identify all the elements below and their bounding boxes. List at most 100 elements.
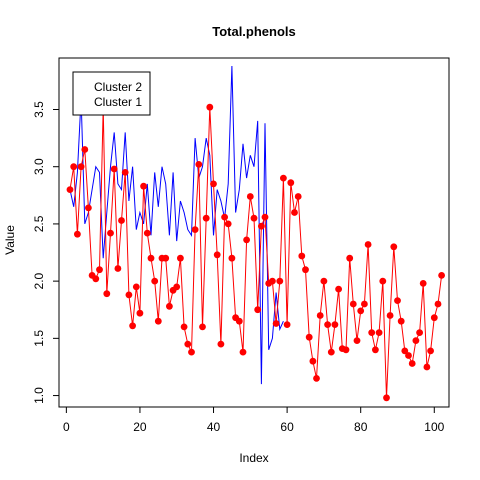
data-point-cluster-1 (250, 214, 258, 222)
data-point-cluster-1 (368, 329, 376, 336)
data-point-cluster-1 (416, 329, 423, 336)
data-point-cluster-1 (166, 302, 173, 310)
data-point-cluster-1 (210, 180, 217, 188)
data-point-cluster-1 (386, 312, 394, 319)
x-tick-label: 20 (133, 420, 147, 434)
data-point-cluster-1 (438, 272, 445, 279)
y-tick-label: 2.0 (32, 272, 46, 289)
y-tick-label: 3.5 (32, 101, 46, 118)
data-point-cluster-1 (96, 266, 103, 274)
data-point-cluster-1 (107, 229, 114, 237)
x-tick-label: 0 (63, 420, 70, 434)
data-point-cluster-1 (302, 266, 309, 274)
data-point-cluster-1 (313, 375, 320, 382)
data-point-cluster-1 (239, 348, 247, 356)
data-point-cluster-1 (140, 182, 148, 190)
data-point-cluster-1 (305, 333, 313, 341)
data-point-cluster-1 (81, 146, 89, 153)
data-point-cluster-1 (180, 323, 188, 331)
data-point-cluster-1 (258, 222, 265, 230)
data-point-cluster-1 (346, 254, 354, 262)
data-point-cluster-1 (342, 346, 350, 354)
data-point-cluster-1 (291, 209, 298, 216)
y-tick-label: 3.0 (32, 158, 46, 175)
data-point-cluster-1 (316, 312, 324, 319)
legend-box (72, 71, 151, 116)
data-point-cluster-1 (206, 103, 214, 111)
data-point-cluster-1 (357, 307, 365, 315)
data-point-cluster-1 (85, 204, 92, 212)
data-point-cluster-1 (103, 290, 111, 298)
y-tick-label: 2.5 (32, 215, 46, 232)
y-tick-label: 1.0 (32, 387, 46, 404)
legend: Cluster 2 Cluster 1 (72, 71, 151, 116)
data-point-cluster-1 (320, 277, 328, 285)
data-point-cluster-1 (401, 347, 409, 355)
data-point-cluster-1 (309, 357, 317, 365)
data-point-cluster-1 (177, 254, 184, 262)
data-point-cluster-1 (224, 220, 232, 228)
plot-series (66, 65, 445, 402)
data-point-cluster-1 (430, 314, 438, 322)
data-point-cluster-1 (434, 300, 442, 308)
x-tick-label: 80 (354, 420, 368, 434)
data-point-cluster-1 (287, 179, 295, 187)
data-point-cluster-1 (132, 283, 140, 291)
x-tick-label: 100 (424, 420, 444, 434)
data-point-cluster-1 (349, 300, 357, 308)
y-axis-label: Value (3, 225, 17, 255)
data-point-cluster-1 (125, 291, 133, 299)
legend-entry-cluster-2: Cluster 2 (94, 80, 142, 94)
data-point-cluster-1 (118, 217, 125, 224)
data-point-cluster-1 (335, 285, 342, 293)
data-point-cluster-1 (213, 251, 221, 259)
data-point-cluster-1 (199, 323, 206, 331)
data-point-cluster-1 (280, 174, 287, 182)
chart-title: Total.phenols (212, 24, 296, 39)
data-point-cluster-1 (269, 277, 276, 285)
y-tick-label: 1.5 (32, 330, 46, 347)
data-point-cluster-1 (294, 193, 302, 200)
data-point-cluster-1 (364, 241, 372, 248)
x-tick-label: 40 (207, 420, 221, 434)
data-point-cluster-1 (331, 321, 339, 328)
data-point-cluster-1 (173, 283, 181, 291)
series-line-cluster-1 (69, 107, 443, 398)
data-point-cluster-1 (110, 165, 118, 173)
data-point-cluster-1 (405, 352, 412, 359)
data-point-cluster-1 (202, 214, 210, 222)
data-point-cluster-1 (92, 275, 100, 283)
data-point-cluster-1 (390, 243, 398, 251)
data-point-cluster-1 (235, 317, 243, 325)
data-point-cluster-1 (228, 254, 236, 262)
data-point-cluster-1 (324, 321, 331, 328)
data-point-cluster-1 (283, 321, 291, 328)
x-tick-label: 60 (280, 420, 294, 434)
data-point-cluster-1 (372, 346, 379, 354)
data-point-cluster-1 (276, 277, 284, 285)
data-point-cluster-1 (77, 163, 85, 171)
data-point-cluster-1 (143, 229, 151, 237)
data-point-cluster-1 (397, 317, 405, 325)
data-point-cluster-1 (191, 226, 199, 234)
data-point-cluster-1 (423, 363, 431, 371)
data-point-cluster-1 (74, 230, 81, 238)
data-point-cluster-1 (184, 340, 192, 348)
data-point-cluster-1 (379, 277, 387, 285)
x-axis-label: Index (239, 451, 268, 465)
data-point-cluster-1 (353, 337, 361, 344)
data-point-cluster-1 (162, 254, 170, 262)
data-point-cluster-1 (121, 169, 129, 176)
plot-frame (58, 57, 450, 408)
data-point-cluster-1 (375, 329, 383, 336)
data-point-cluster-1 (383, 394, 390, 402)
data-point-cluster-1 (188, 348, 195, 356)
data-point-cluster-1 (394, 297, 401, 304)
data-point-cluster-1 (154, 317, 162, 325)
data-point-cluster-1 (151, 277, 159, 285)
data-point-cluster-1 (221, 213, 229, 221)
data-point-cluster-1 (361, 300, 368, 308)
data-point-cluster-1 (136, 309, 144, 317)
data-point-cluster-1 (327, 348, 335, 356)
